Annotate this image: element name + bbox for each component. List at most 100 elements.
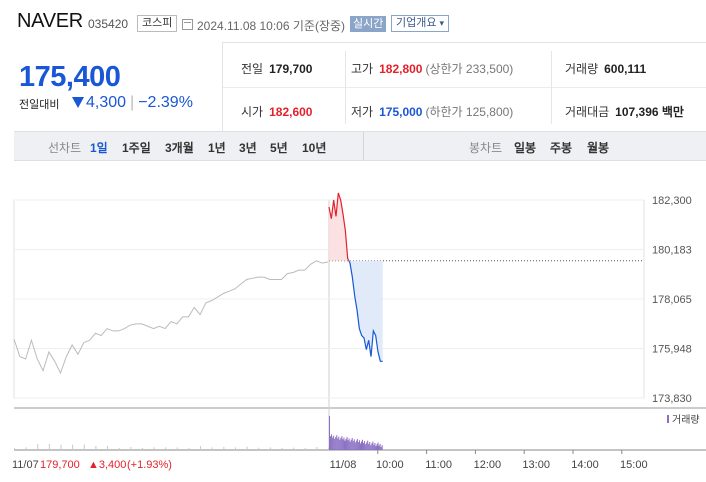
x-tick-label: 11/07 — [12, 459, 39, 471]
current-price: 175,400 — [19, 61, 121, 93]
volume-bar — [359, 443, 361, 450]
company-overview-label: 기업개요 — [396, 17, 437, 29]
volume-bar — [344, 440, 346, 450]
candle-tab-week[interactable]: 주봉 — [550, 141, 573, 155]
divider — [363, 132, 364, 160]
candle-tab-month[interactable]: 월봉 — [587, 141, 610, 155]
volume-bar — [25, 447, 27, 450]
amount-cell: 거래대금 107,396 백만 — [565, 103, 684, 120]
quote-datetime: 2024.11.08 10:06 기준(장중) — [197, 19, 346, 33]
volume-bar — [333, 435, 335, 450]
volume-bar — [293, 447, 295, 450]
amount-value: 107,396 백만 — [615, 105, 684, 119]
down-fill — [348, 260, 383, 362]
volume-bar — [316, 447, 318, 450]
change-label: 전일대비 — [19, 99, 60, 111]
volume-bar — [342, 439, 344, 450]
change-percent: −2.39% — [138, 94, 193, 111]
volume-bar — [335, 437, 337, 450]
volume-bar — [366, 442, 368, 450]
volume-bar — [165, 447, 167, 450]
high-value: 182,800 — [379, 62, 423, 76]
volume-bar — [369, 442, 371, 450]
volume-bar — [341, 436, 343, 450]
volume-bar — [354, 442, 356, 450]
volume-bar — [72, 444, 74, 450]
period-tab-10y[interactable]: 10년 — [302, 141, 327, 155]
volume-cell: 거래량 600,111 — [565, 60, 646, 77]
period-tab-1y[interactable]: 1년 — [208, 141, 226, 155]
period-tab-3m[interactable]: 3개월 — [165, 141, 194, 155]
volume-legend-swatch — [667, 415, 669, 423]
volume-bar — [350, 439, 352, 450]
x-tick-label: 14:00 — [571, 459, 599, 471]
volume-bar — [361, 441, 363, 450]
chevron-down-icon: ▾ — [439, 18, 445, 28]
volume-bar — [370, 445, 372, 450]
volume-bar — [269, 447, 271, 450]
today-down-line — [348, 260, 383, 362]
volume-legend-label: 거래량 — [672, 414, 700, 426]
candle-tab-day[interactable]: 일봉 — [514, 141, 537, 155]
y-tick-label: 175,948 — [652, 344, 692, 356]
open-label: 시가 — [241, 105, 264, 119]
volume-bar — [258, 447, 260, 450]
volume-bar — [345, 438, 347, 450]
volume-bar — [176, 447, 178, 450]
period-tab-1d[interactable]: 1일 — [90, 141, 108, 155]
volume-label: 거래량 — [565, 62, 599, 76]
volume-bar — [339, 439, 341, 450]
down-triangle-icon — [72, 97, 84, 108]
high-cell: 고가 182,800 (상한가 233,500) — [351, 60, 513, 77]
volume-bar — [331, 434, 333, 450]
volume-bar — [328, 447, 329, 450]
footer-prev-change-pct: (+1.93%) — [127, 459, 172, 471]
volume-bar — [351, 437, 353, 450]
x-tick-label: 13:00 — [522, 459, 550, 471]
market-badge: 코스피 — [137, 15, 178, 32]
y-tick-label: 182,300 — [652, 195, 692, 207]
prev-day-line — [13, 260, 329, 375]
prev-close-cell: 전일 179,700 — [241, 60, 312, 77]
open-value: 182,600 — [269, 105, 313, 119]
period-tab-1w[interactable]: 1주일 — [122, 141, 151, 155]
y-tick-label: 173,830 — [652, 393, 692, 405]
volume-bar — [357, 442, 359, 450]
price-summary: 175,400 전일대비 4,300 | −2.39% — [14, 46, 222, 131]
candle-chart-label: 봉차트 — [469, 141, 503, 155]
volume-bar — [381, 445, 383, 450]
x-tick-label: 12:00 — [474, 459, 502, 471]
volume-bar — [376, 444, 378, 450]
volume-bar — [380, 447, 382, 450]
volume-bar — [153, 447, 155, 450]
low-cell: 저가 175,000 (하한가 125,800) — [351, 103, 513, 120]
realtime-badge[interactable]: 실시간 — [350, 16, 387, 32]
volume-bar — [141, 448, 143, 450]
volume-bar — [334, 438, 336, 450]
prev-close-label: 전일 — [241, 62, 264, 76]
divider — [223, 87, 706, 88]
volume-bar — [130, 447, 132, 450]
divider — [345, 51, 346, 124]
volume-bar — [353, 439, 355, 450]
period-tab-5y[interactable]: 5년 — [270, 141, 288, 155]
volume-bar — [281, 448, 283, 450]
prev-close-value: 179,700 — [269, 62, 313, 76]
period-tab-3y[interactable]: 3년 — [239, 141, 257, 155]
volume-bar — [340, 437, 342, 450]
volume-bar — [358, 440, 360, 450]
volume-bar — [356, 438, 358, 450]
volume-bar — [14, 448, 15, 450]
volume-bar — [107, 446, 109, 450]
volume-bar — [188, 448, 190, 450]
volume-bar — [337, 438, 339, 450]
open-cell: 시가 182,600 — [241, 103, 312, 120]
company-overview-button[interactable]: 기업개요 ▾ — [391, 15, 450, 32]
volume-bar — [372, 441, 374, 450]
price-chart[interactable]: 182,300 180,183 178,065 175,948 173,830 거래량 … — [0, 162, 706, 482]
low-value: 175,000 — [379, 105, 423, 119]
volume-bar — [362, 439, 364, 450]
volume-bar — [348, 438, 350, 450]
volume-bar — [338, 436, 340, 450]
